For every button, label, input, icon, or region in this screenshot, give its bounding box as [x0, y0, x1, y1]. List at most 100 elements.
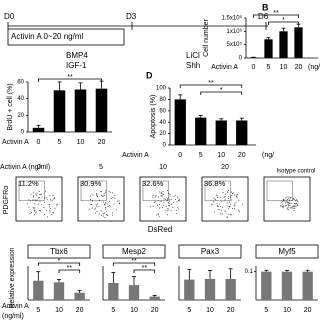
- event-dot: [168, 202, 170, 204]
- x-tick-label: 20: [151, 307, 159, 314]
- event-dot: [237, 209, 239, 211]
- event-dot: [282, 207, 284, 209]
- event-dot: [225, 211, 227, 213]
- title-box: [102, 244, 166, 259]
- event-dot: [166, 199, 168, 201]
- event-dot: [293, 203, 295, 205]
- event-dot: [218, 203, 220, 205]
- event-dot: [49, 195, 51, 197]
- x-axis-unit: (ng/: [262, 152, 274, 159]
- event-dot: [38, 197, 40, 199]
- event-dot: [36, 199, 38, 201]
- bar: [174, 99, 186, 145]
- event-dot: [236, 194, 238, 196]
- event-dot: [231, 191, 233, 193]
- event-dot: [293, 205, 295, 207]
- event-dot: [92, 200, 94, 202]
- x-tick-label: 10: [206, 307, 214, 314]
- event-dot: [222, 192, 224, 194]
- x-tick-label: 10: [130, 307, 138, 314]
- event-dot: [224, 193, 226, 195]
- event-dot: [103, 213, 105, 215]
- factor-label: BMP4: [66, 51, 88, 60]
- y-tick-label: 5x10⁵: [227, 41, 243, 48]
- event-dot: [53, 197, 55, 199]
- bar: [128, 285, 140, 300]
- event-dot: [220, 213, 222, 215]
- event-dot: [33, 210, 35, 212]
- event-dot: [291, 207, 293, 209]
- event-dot: [163, 198, 165, 200]
- bar: [215, 120, 227, 145]
- bar: [236, 120, 248, 145]
- event-dot: [288, 206, 290, 208]
- event-dot: [106, 214, 108, 216]
- event-dot: [98, 205, 100, 207]
- factor-label: LiCl: [186, 51, 200, 60]
- event-dot: [219, 206, 221, 208]
- event-dot: [115, 209, 117, 211]
- chart-title: Tbx6: [50, 247, 68, 256]
- event-dot: [54, 207, 56, 209]
- event-dot: [34, 209, 36, 211]
- event-dot: [89, 198, 91, 200]
- condition-value: 10: [159, 164, 167, 171]
- event-dot: [102, 201, 104, 203]
- event-dot: [227, 202, 229, 204]
- event-dot: [230, 203, 232, 205]
- chart-title: Pax3: [201, 247, 220, 256]
- event-dot: [34, 206, 36, 208]
- bar: [74, 89, 87, 132]
- event-dot: [231, 199, 233, 201]
- significance-label: **: [67, 265, 73, 272]
- flow-plot: [77, 176, 125, 222]
- significance-bracket: [179, 84, 243, 88]
- isotype-label: Isotype control: [276, 169, 315, 175]
- event-dot: [168, 204, 170, 206]
- event-dot: [176, 196, 178, 198]
- event-dot: [99, 199, 101, 201]
- event-dot: [96, 192, 98, 194]
- y-tick-label: 0.1: [245, 269, 254, 275]
- condition-value: 5: [99, 164, 103, 171]
- event-dot: [112, 197, 114, 199]
- event-dot: [168, 200, 170, 202]
- event-dot: [104, 190, 106, 192]
- event-dot: [173, 196, 175, 198]
- x-tick-label: 5: [267, 64, 271, 71]
- panel-label: B: [262, 2, 269, 12]
- event-dot: [29, 213, 31, 215]
- event-dot: [99, 213, 101, 215]
- y-axis-label: Apoptosis (%): [150, 95, 157, 139]
- significance-bracket: [253, 14, 299, 18]
- event-dot: [289, 205, 291, 207]
- event-dot: [236, 195, 238, 197]
- event-dot: [152, 194, 154, 196]
- event-dot: [91, 203, 93, 205]
- event-dot: [177, 200, 179, 202]
- x-axis-label: Activin A: [2, 139, 29, 146]
- event-dot: [172, 207, 174, 209]
- significance-label: **: [131, 258, 137, 265]
- event-dot: [286, 199, 288, 201]
- event-dot: [43, 206, 45, 208]
- event-dot: [295, 206, 297, 208]
- event-dot: [43, 213, 45, 215]
- y-tick-label: 0: [163, 143, 167, 149]
- event-dot: [283, 205, 285, 207]
- x-tick-label: 10: [280, 64, 288, 71]
- bar: [249, 57, 258, 58]
- event-dot: [95, 212, 97, 214]
- event-dot: [174, 194, 176, 196]
- event-dot: [114, 197, 116, 199]
- event-dot: [285, 204, 287, 206]
- event-dot: [166, 210, 168, 212]
- event-dot: [290, 196, 292, 198]
- event-dot: [32, 199, 34, 201]
- event-dot: [45, 196, 47, 198]
- event-dot: [88, 208, 90, 210]
- bar: [53, 90, 66, 132]
- event-dot: [177, 208, 179, 210]
- event-dot: [173, 201, 175, 203]
